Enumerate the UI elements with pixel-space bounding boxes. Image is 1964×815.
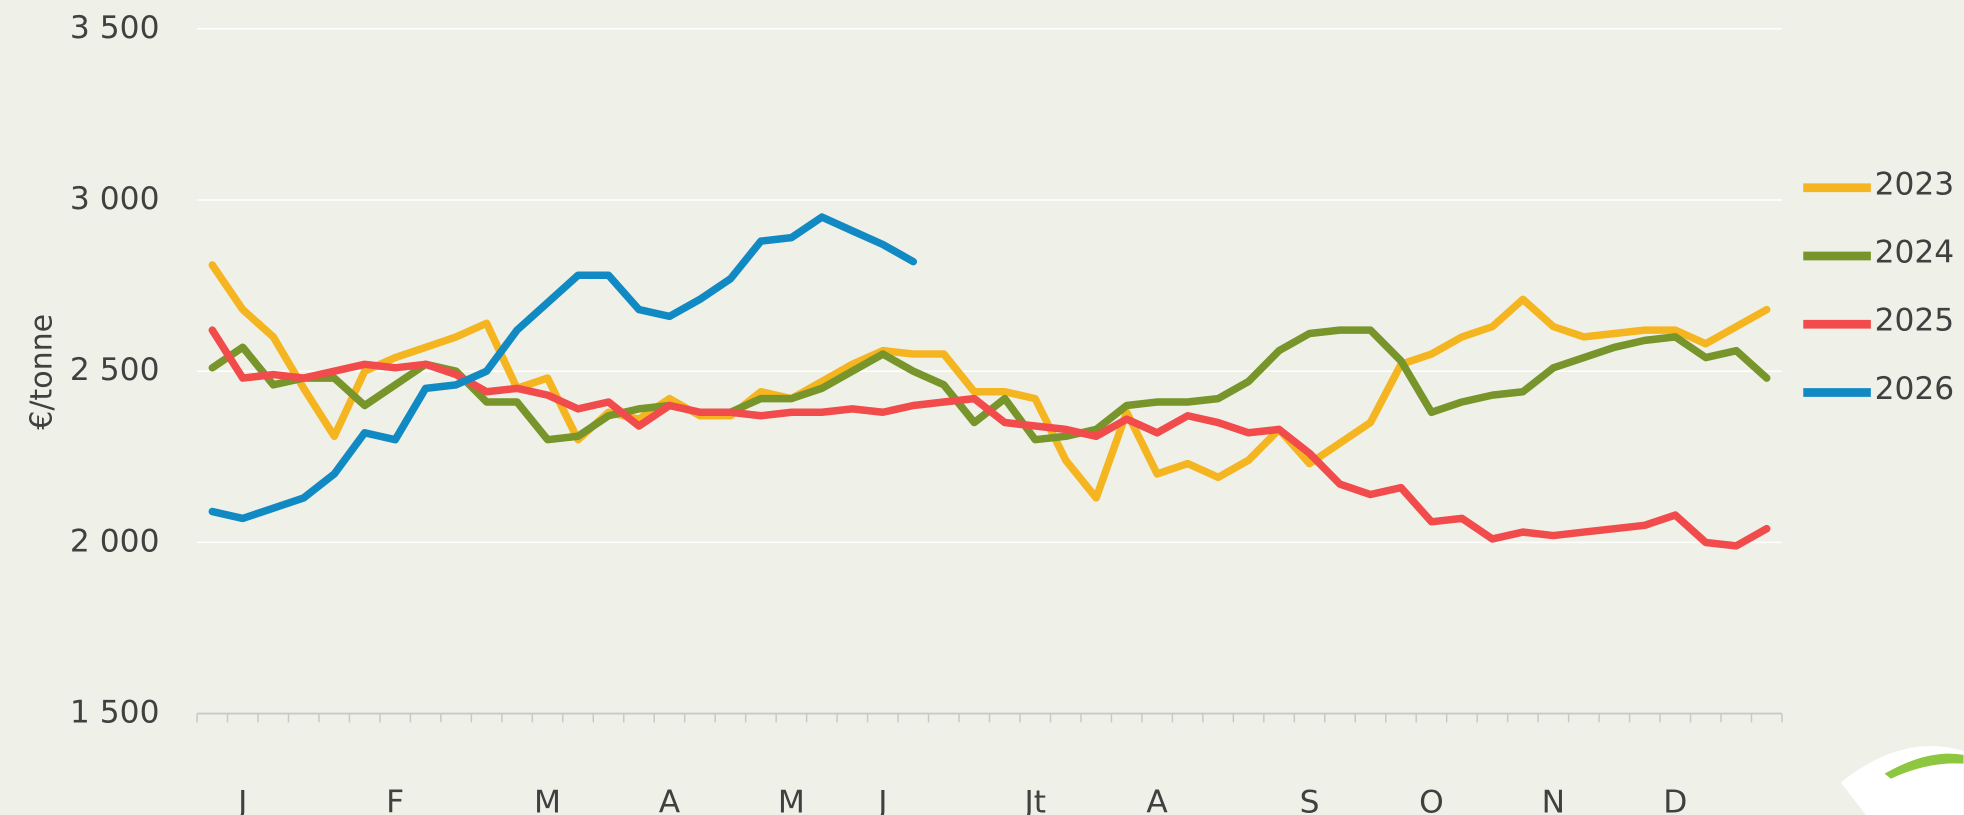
- x-tick-label: N: [1542, 785, 1565, 815]
- logo-leaf: [1884, 753, 1964, 779]
- x-tick-label: M: [534, 785, 561, 815]
- x-tick-label: S: [1300, 785, 1320, 815]
- y-tick-label: 3 000: [70, 181, 160, 217]
- line-series: [208, 326, 1771, 550]
- legend-label: 2025: [1875, 303, 1955, 339]
- x-tick-label: F: [386, 785, 404, 815]
- x-tick-label: A: [659, 785, 681, 815]
- y-tick-label: 2 500: [70, 352, 160, 388]
- x-tick-label: J: [876, 785, 887, 815]
- line-series: [208, 261, 1771, 502]
- legend-label: 2024: [1875, 235, 1955, 271]
- line-series: [208, 213, 918, 523]
- y-axis-label: €/tonne: [25, 314, 60, 430]
- legend-label: 2026: [1875, 371, 1955, 407]
- legend-label: 2023: [1875, 166, 1955, 202]
- x-tick-label: J: [236, 785, 247, 815]
- x-tick-label: A: [1146, 785, 1168, 815]
- x-tick-label: D: [1663, 785, 1687, 815]
- y-tick-label: 1 500: [70, 695, 160, 731]
- x-tick-label: O: [1419, 785, 1444, 815]
- x-tick-label: Jt: [1022, 785, 1046, 815]
- y-tick-label: 3 500: [70, 10, 160, 46]
- y-tick-label: 2 000: [70, 523, 160, 559]
- x-tick-label: M: [778, 785, 805, 815]
